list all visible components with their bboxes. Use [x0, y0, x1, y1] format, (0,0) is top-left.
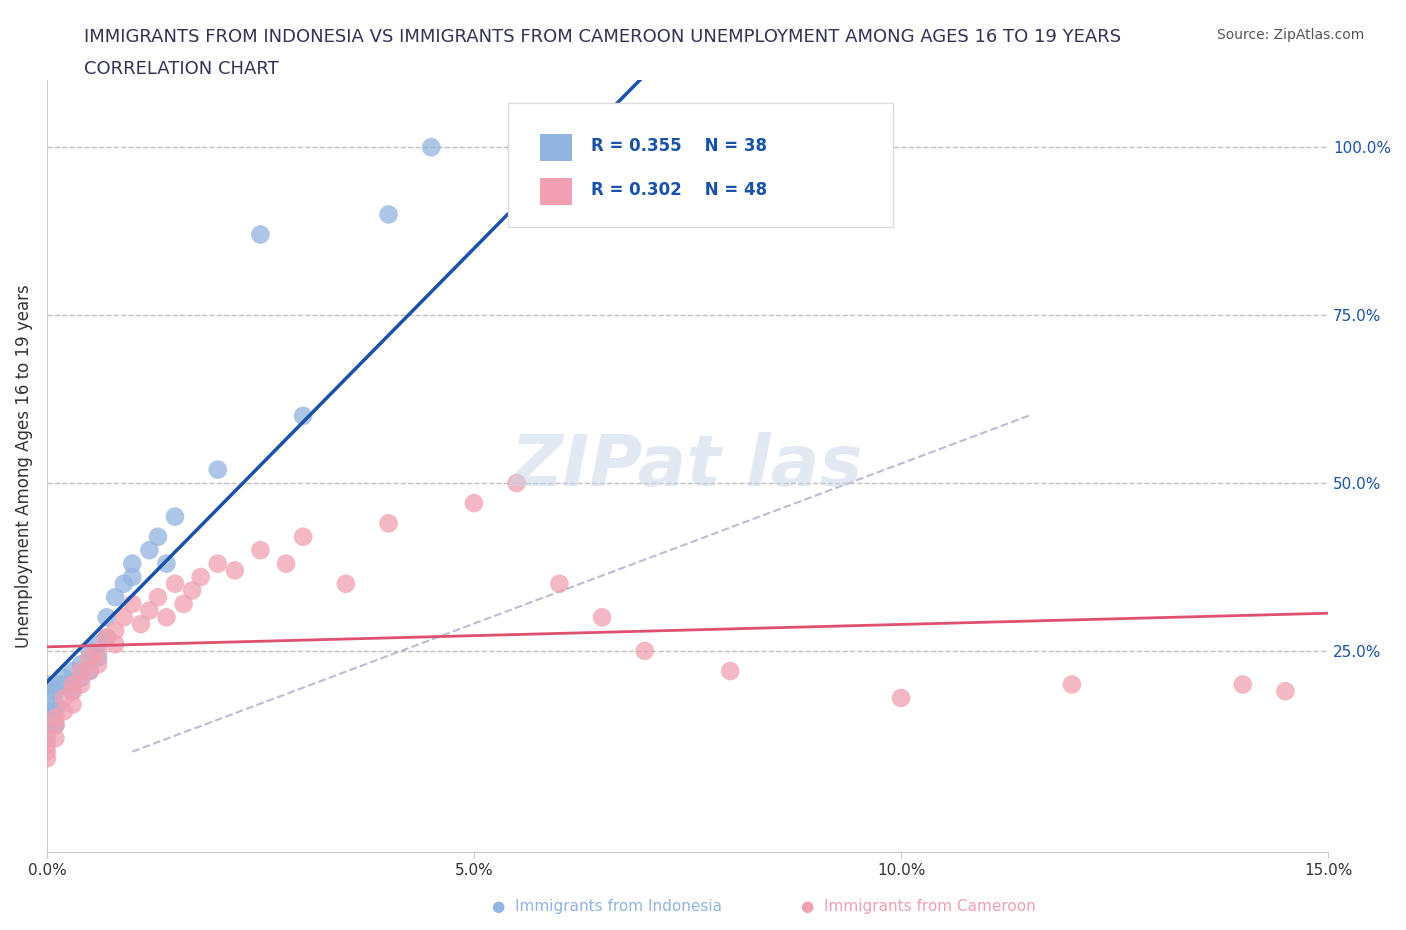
Point [62, 664, 84, 679]
Point [463, 496, 485, 511]
Point [44, 717, 66, 732]
Point [44, 731, 66, 746]
Point [890, 690, 912, 705]
Point [634, 644, 657, 658]
Point [62, 698, 84, 712]
Point [87, 650, 110, 665]
Point [377, 516, 399, 531]
Point [70, 671, 93, 685]
Point [79, 664, 101, 679]
Point [79, 650, 101, 665]
Point [104, 623, 127, 638]
Text: IMMIGRANTS FROM INDONESIA VS IMMIGRANTS FROM CAMEROON UNEMPLOYMENT AMONG AGES 16: IMMIGRANTS FROM INDONESIA VS IMMIGRANTS … [84, 28, 1122, 46]
Point [104, 637, 127, 652]
Point [96, 630, 118, 644]
Point [35, 737, 58, 752]
Point [121, 596, 143, 611]
Point [44, 677, 66, 692]
Point [121, 556, 143, 571]
Text: R = 0.302    N = 48: R = 0.302 N = 48 [592, 180, 768, 199]
Point [44, 704, 66, 719]
Point [44, 711, 66, 725]
Text: ●  Immigrants from Indonesia: ● Immigrants from Indonesia [492, 899, 723, 914]
Point [52, 690, 75, 705]
Point [335, 577, 357, 591]
Point [292, 408, 315, 423]
Point [62, 684, 84, 698]
Point [35, 711, 58, 725]
Point [62, 677, 84, 692]
Point [70, 657, 93, 671]
Point [207, 556, 229, 571]
Point [138, 543, 160, 558]
Text: ZIPat las: ZIPat las [512, 432, 863, 500]
Point [35, 744, 58, 759]
Point [70, 677, 93, 692]
Point [112, 610, 135, 625]
Point [35, 731, 58, 746]
Point [87, 637, 110, 652]
Point [35, 717, 58, 732]
Point [44, 698, 66, 712]
Point [163, 577, 186, 591]
Point [591, 610, 613, 625]
Point [52, 704, 75, 719]
Point [96, 610, 118, 625]
Point [35, 677, 58, 692]
Point [87, 644, 110, 658]
Point [138, 604, 160, 618]
Text: R = 0.355    N = 38: R = 0.355 N = 38 [592, 137, 768, 154]
Point [292, 529, 315, 544]
Point [62, 684, 84, 698]
Point [52, 677, 75, 692]
Point [420, 140, 443, 154]
Point [804, 140, 827, 154]
Point [181, 583, 204, 598]
Text: CORRELATION CHART: CORRELATION CHART [84, 60, 280, 78]
Point [207, 462, 229, 477]
Point [249, 227, 271, 242]
Point [104, 590, 127, 604]
Point [35, 751, 58, 765]
Point [79, 644, 101, 658]
FancyBboxPatch shape [508, 103, 893, 227]
Point [155, 610, 177, 625]
Point [1274, 684, 1296, 698]
Point [35, 704, 58, 719]
Point [249, 543, 271, 558]
Point [718, 664, 741, 679]
FancyBboxPatch shape [540, 179, 572, 206]
Point [79, 664, 101, 679]
Point [112, 577, 135, 591]
Point [96, 630, 118, 644]
Point [274, 556, 297, 571]
Point [35, 690, 58, 705]
Point [146, 590, 169, 604]
Point [44, 717, 66, 732]
Point [163, 509, 186, 524]
Point [1060, 677, 1083, 692]
Point [173, 596, 195, 611]
Point [62, 677, 84, 692]
Point [377, 207, 399, 222]
Point [87, 657, 110, 671]
Point [505, 475, 527, 490]
Point [190, 569, 212, 584]
Point [155, 556, 177, 571]
Point [129, 617, 152, 631]
Point [146, 529, 169, 544]
Text: ●  Immigrants from Cameroon: ● Immigrants from Cameroon [801, 899, 1036, 914]
Point [548, 577, 571, 591]
Point [121, 569, 143, 584]
Point [52, 671, 75, 685]
Point [1232, 677, 1254, 692]
Y-axis label: Unemployment Among Ages 16 to 19 years: Unemployment Among Ages 16 to 19 years [15, 285, 32, 648]
FancyBboxPatch shape [540, 134, 572, 161]
Point [70, 664, 93, 679]
Point [224, 563, 246, 578]
Text: Source: ZipAtlas.com: Source: ZipAtlas.com [1216, 28, 1364, 42]
Point [44, 684, 66, 698]
Point [505, 140, 527, 154]
